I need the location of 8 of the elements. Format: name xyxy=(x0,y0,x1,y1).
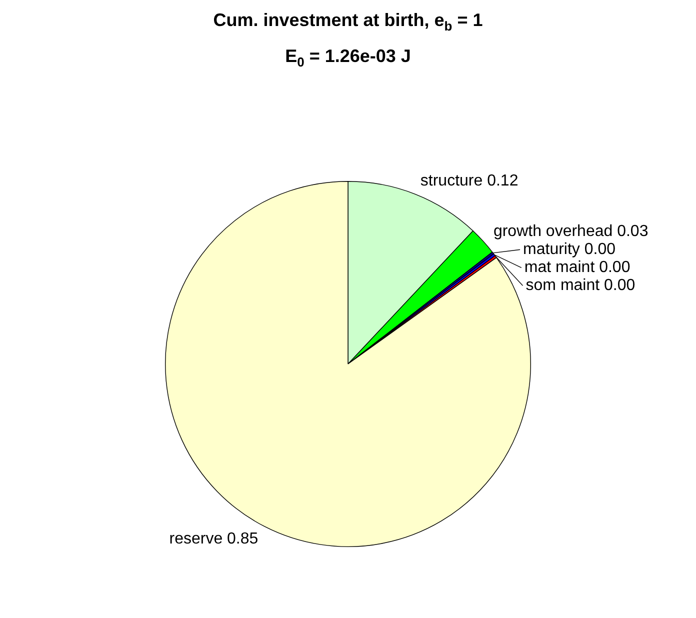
slice-label: mat maint 0.00 xyxy=(524,259,630,276)
slice-label: maturity 0.00 xyxy=(523,241,616,258)
slice-label: structure 0.12 xyxy=(420,172,518,190)
chart-subtitle: E$_{0}$ = 1.26e-03 J xyxy=(284,45,412,72)
slice-label: growth overhead 0.03 xyxy=(493,223,648,240)
slice-label: reserve 0.85 xyxy=(169,530,258,548)
slice-label: som maint 0.00 xyxy=(526,277,636,294)
chart-title: Cum. investment at birth, e$_{b}$ = 1 xyxy=(212,9,484,36)
